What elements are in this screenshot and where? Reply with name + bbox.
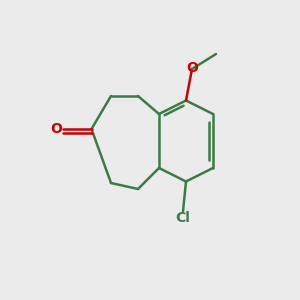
Text: O: O [186, 61, 198, 74]
Text: O: O [50, 122, 62, 136]
Text: Cl: Cl [176, 211, 190, 225]
